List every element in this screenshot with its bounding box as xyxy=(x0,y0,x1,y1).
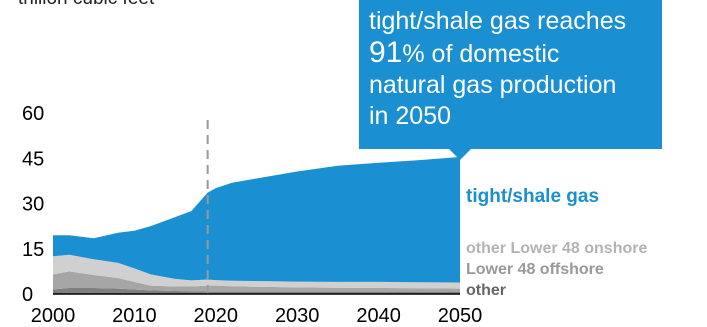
callout-line-1: tight/shale gas reaches xyxy=(369,7,627,35)
callout-suffix: % of domestic xyxy=(402,40,560,68)
y-tick-label: 15 xyxy=(22,239,44,261)
x-tick-label: 2030 xyxy=(275,305,320,327)
y-tick-label: 0 xyxy=(22,284,33,306)
series-label-other: other xyxy=(466,282,506,299)
y-tick-label: 45 xyxy=(22,148,44,170)
y-axis-unit-label: trillion cubic feet xyxy=(18,0,154,10)
x-tick-label: 2010 xyxy=(112,305,157,327)
callout-pointer xyxy=(448,148,472,160)
x-axis-ticks: 2000 2010 2020 2030 2040 2050 xyxy=(31,305,483,327)
x-tick-label: 2040 xyxy=(356,305,401,327)
callout-value: 91 xyxy=(369,36,403,69)
series-labels: tight/shale gas other Lower 48 onshore Low… xyxy=(466,186,647,299)
series-label-lower-48-offshore: Lower 48 offshore xyxy=(466,261,604,278)
stacked-areas xyxy=(53,157,460,294)
x-tick-label: 2000 xyxy=(31,305,76,327)
area-other-lower-48-onshore xyxy=(53,254,460,289)
series-label-tight-shale-gas: tight/shale gas xyxy=(466,186,599,207)
y-axis-ticks: 0 15 30 45 60 xyxy=(22,103,44,306)
callout-line-3: natural gas production xyxy=(369,71,617,99)
annotation-callout: tight/shale gas reaches 91% of domestic … xyxy=(359,0,662,149)
x-tick-label: 2020 xyxy=(194,305,239,327)
series-label-other-lower-48-onshore: other Lower 48 onshore xyxy=(466,240,647,257)
callout-line-2: 91% of domestic xyxy=(369,37,652,70)
y-tick-label: 30 xyxy=(22,194,44,216)
callout-line-4: in 2050 xyxy=(369,102,452,130)
area-lower-48-offshore xyxy=(53,271,460,292)
area-tight-shale-gas xyxy=(53,157,460,283)
area-other xyxy=(53,288,460,294)
y-tick-label: 60 xyxy=(22,103,44,125)
x-tick-label: 2050 xyxy=(438,305,483,327)
